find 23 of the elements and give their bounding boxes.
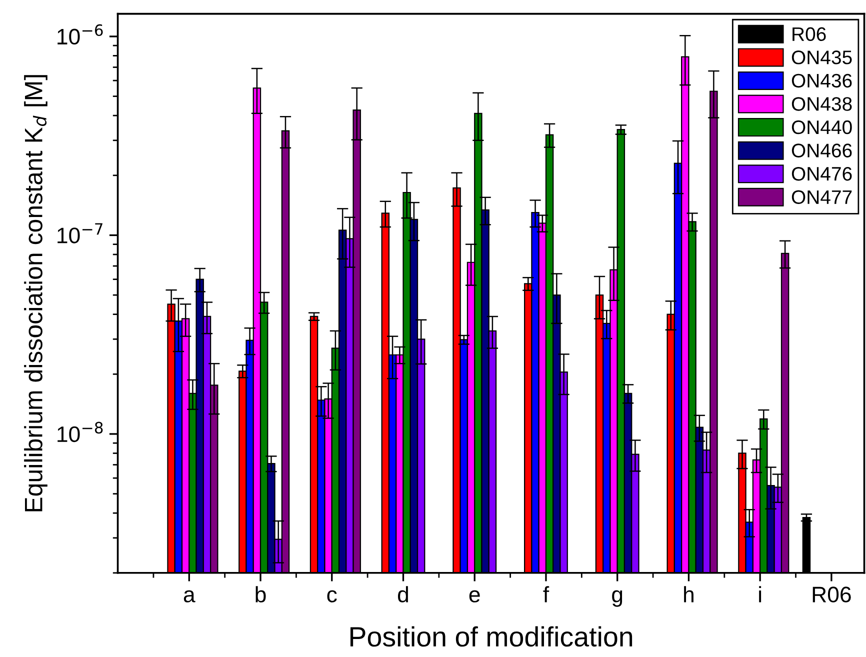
x-tick-label: b — [256, 586, 266, 602]
x-tick-label: h — [684, 586, 694, 602]
x-tick-label: i — [759, 586, 762, 602]
y-axis-title: Equilibrium dissociation constant K$_{d}$ [M] — [24, 75, 48, 512]
x-tick-label: d — [398, 586, 408, 602]
legend-label: R06 — [792, 27, 826, 42]
x-tick-label: a — [184, 590, 196, 602]
legend-label: ON476 — [792, 166, 852, 181]
legend-label: ON435 — [792, 50, 852, 64]
x-tick-label: R06 — [812, 586, 851, 602]
legend-label: ON440 — [792, 120, 852, 134]
y-tick-label: 10$^{−7}$ — [58, 223, 102, 244]
y-tick-label: 10$^{−8}$ — [58, 422, 103, 442]
x-tick-label: c — [327, 590, 337, 602]
x-tick-label: e — [469, 590, 480, 602]
y-tick-label: 10$^{−6}$ — [58, 24, 103, 45]
legend-label: ON466 — [792, 144, 852, 158]
x-tick-label: g — [612, 590, 622, 607]
x-axis-title: Position of modification — [350, 626, 632, 647]
legend-label: ON438 — [792, 97, 852, 111]
x-tick-label: f — [543, 586, 550, 602]
legend-label: ON436 — [792, 74, 852, 88]
legend-label: ON477 — [792, 190, 852, 204]
